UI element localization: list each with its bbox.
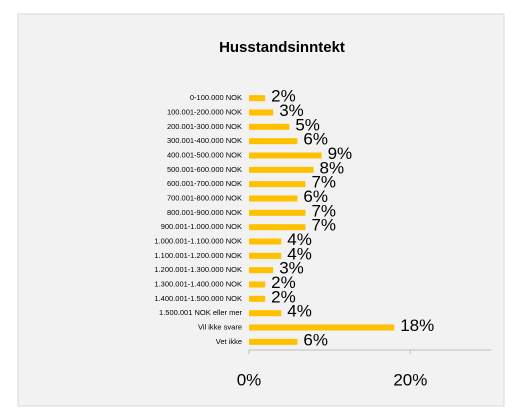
value-label: 18% — [400, 316, 434, 335]
value-label: 3% — [279, 259, 304, 278]
y-tick-label: 500.001-600.000 NOK — [167, 165, 242, 174]
bar — [249, 267, 274, 274]
bar — [249, 209, 306, 216]
value-label: 7% — [311, 173, 336, 192]
bar — [249, 95, 266, 102]
y-tick-label: 1.500.001 NOK eller mer — [159, 308, 242, 317]
value-label: 8% — [320, 158, 345, 177]
bar — [249, 123, 290, 130]
value-label: 9% — [328, 144, 353, 163]
value-label: 4% — [287, 244, 312, 263]
y-tick-label: Vet ikke — [216, 337, 242, 346]
value-label: 4% — [287, 302, 312, 321]
bar — [249, 295, 266, 302]
y-tick-label: 1.300.001-1.400.000 NOK — [154, 279, 242, 288]
bar — [249, 281, 266, 288]
chart-title: Husstandsinntekt — [219, 39, 345, 56]
bar — [249, 224, 306, 231]
bar — [249, 152, 322, 159]
y-tick-label: 900.001-1.000.000 NOK — [161, 222, 242, 231]
y-tick-label: 1.000.001-1.100.000 NOK — [154, 236, 242, 245]
bar — [249, 109, 274, 116]
y-tick-label: 0-100.000 NOK — [190, 93, 242, 102]
bar — [249, 324, 395, 331]
bar — [249, 138, 298, 145]
x-tick-label: 0% — [237, 370, 262, 389]
bar — [249, 238, 282, 245]
value-label: 6% — [303, 330, 328, 349]
y-tick-label: 600.001-700.000 NOK — [167, 179, 242, 188]
value-label: 7% — [311, 201, 336, 220]
bar — [249, 181, 306, 188]
value-label: 2% — [271, 87, 296, 106]
y-tick-label: 800.001-900.000 NOK — [167, 208, 242, 217]
y-tick-label: 1.100.001-1.200.000 NOK — [154, 251, 242, 260]
value-label: 3% — [279, 101, 304, 120]
bar — [249, 310, 282, 317]
value-label: 4% — [287, 230, 312, 249]
value-label: 2% — [271, 287, 296, 306]
value-label: 5% — [295, 115, 320, 134]
bar — [249, 252, 282, 259]
y-tick-label: 100.001-200.000 NOK — [167, 107, 242, 116]
x-tick-label: 20% — [393, 370, 427, 389]
bar — [249, 166, 314, 173]
y-tick-label: 1.400.001-1.500.000 NOK — [154, 294, 242, 303]
y-tick-label: 1.200.001-1.300.000 NOK — [154, 265, 242, 274]
y-tick-label: Vil ikke svare — [198, 322, 242, 331]
bar — [249, 195, 298, 202]
bar — [249, 338, 298, 345]
y-tick-label: 200.001-300.000 NOK — [167, 122, 242, 131]
y-tick-label: 300.001-400.000 NOK — [167, 136, 242, 145]
value-label: 2% — [271, 273, 296, 292]
y-tick-label: 700.001-800.000 NOK — [167, 193, 242, 202]
value-label: 6% — [303, 130, 328, 149]
y-tick-label: 400.001-500.000 NOK — [167, 150, 242, 159]
value-label: 6% — [303, 187, 328, 206]
value-label: 7% — [311, 216, 336, 235]
